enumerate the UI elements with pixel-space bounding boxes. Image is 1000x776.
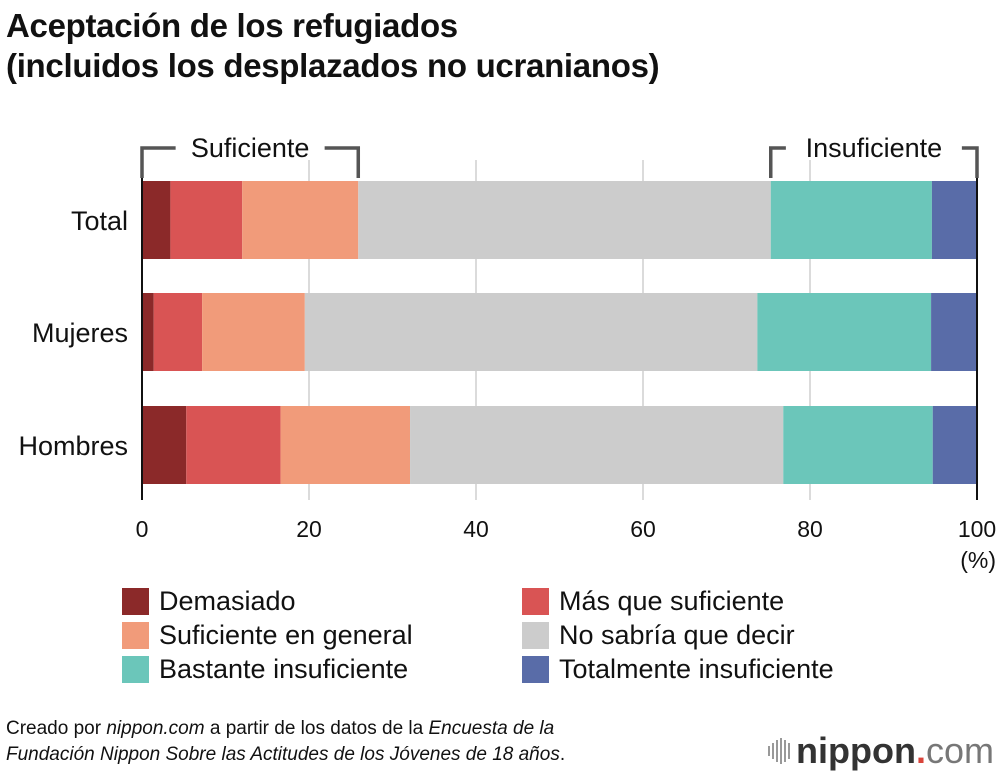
bar-segment-demasiado-hombres — [142, 406, 187, 484]
x-tick-label: 20 — [296, 516, 322, 542]
bar-segment-suficiente-en-general-total — [242, 181, 359, 259]
bracket-right-line — [324, 146, 361, 178]
x-tick-label: 100 — [958, 516, 996, 542]
chart-title: Aceptación de los refugiados (incluidos … — [6, 6, 660, 86]
bar-segment-demasiado-mujeres — [142, 293, 154, 371]
legend-swatch — [122, 655, 149, 683]
bar-segment-totalmente-insuficiente-hombres — [932, 406, 977, 484]
legend-swatch — [122, 587, 149, 615]
bar-segment-no-sabr-a-que-decir-mujeres — [304, 293, 758, 371]
bar-segment-m-s-que-suficiente-hombres — [186, 406, 281, 484]
bracket-left-line — [140, 146, 176, 178]
x-tick-label: 40 — [463, 516, 489, 542]
x-tick-label: 60 — [630, 516, 656, 542]
nippon-logo: nippon. com — [768, 730, 994, 772]
legend-item: Más que suficiente — [522, 585, 784, 617]
bar-segment-bastante-insuficiente-total — [770, 181, 932, 259]
source-text: Creado por — [6, 718, 107, 739]
bar-segment-bastante-insuficiente-mujeres — [757, 293, 932, 371]
stacked-bar-chart: Total Mujeres Hombres 0 20 40 60 80 100 (%) Sufici… — [18, 133, 996, 573]
logo-bars-icon — [768, 738, 791, 764]
bar-segment-m-s-que-suficiente-total — [170, 181, 243, 259]
legend-label: Bastante insuficiente — [159, 654, 409, 684]
legend-label: Suficiente en general — [159, 620, 413, 650]
legend-item: No sabría que decir — [522, 619, 795, 651]
source-text: a partir de los datos de la — [204, 718, 429, 739]
legend-swatch — [522, 621, 549, 649]
category-label: Mujeres — [32, 318, 128, 348]
bar-segment-suficiente-en-general-hombres — [280, 406, 411, 484]
legend-label: No sabría que decir — [559, 620, 795, 650]
bar-segment-demasiado-total — [142, 181, 171, 259]
bar-segment-totalmente-insuficiente-mujeres — [931, 293, 977, 371]
legend-swatch — [122, 621, 149, 649]
bracket-right-line — [961, 146, 979, 178]
category-label: Total — [71, 206, 128, 236]
legend-item: Suficiente en general — [122, 619, 413, 651]
x-unit-label: (%) — [960, 547, 996, 573]
legend-swatch — [522, 587, 549, 615]
logo-dot: . — [915, 730, 926, 771]
bar-segment-m-s-que-suficiente-mujeres — [153, 293, 203, 371]
legend-label: Totalmente insuficiente — [559, 654, 834, 684]
source-survey: Encuesta de la — [428, 718, 555, 739]
source-note: Creado por nippon.com a partir de los da… — [6, 716, 565, 768]
title-line-2: (incluidos los desplazados no ucranianos… — [6, 47, 660, 84]
bracket-label: Suficiente — [191, 133, 310, 163]
source-survey: Fundación Nippon Sobre las Actitudes de … — [6, 744, 560, 765]
logo-text: nippon — [796, 730, 916, 771]
legend-label: Más que suficiente — [559, 586, 785, 616]
legend-item: Bastante insuficiente — [122, 653, 408, 685]
bar-segment-totalmente-insuficiente-total — [931, 181, 977, 259]
bar-segment-bastante-insuficiente-hombres — [783, 406, 933, 484]
title-line-1: Aceptación de los refugiados — [6, 7, 458, 44]
bar-segment-suficiente-en-general-mujeres — [202, 293, 305, 371]
legend-item: Totalmente insuficiente — [522, 653, 834, 685]
category-label: Hombres — [18, 431, 128, 461]
source-text: . — [559, 744, 566, 765]
logo-suffix: com — [925, 730, 994, 771]
bracket-label: Insuficiente — [806, 133, 943, 163]
bracket-left-line — [769, 146, 786, 178]
bar-segment-no-sabr-a-que-decir-hombres — [410, 406, 784, 484]
source-site: nippon.com — [106, 718, 205, 739]
legend-label: Demasiado — [159, 586, 296, 616]
legend-swatch — [522, 655, 549, 683]
bar-segment-no-sabr-a-que-decir-total — [358, 181, 771, 259]
x-tick-label: 0 — [136, 516, 149, 542]
legend-item: Demasiado — [122, 585, 296, 617]
x-tick-label: 80 — [797, 516, 823, 542]
